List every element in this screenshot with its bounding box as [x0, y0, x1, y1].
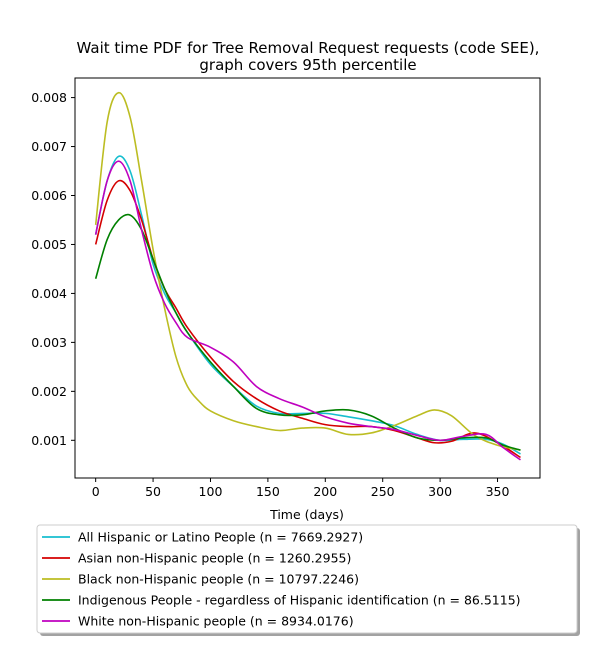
y-tick-label: 0.007	[31, 139, 67, 154]
y-tick-label: 0.005	[31, 237, 67, 252]
legend-label-1: All Hispanic or Latino People (n = 7669.…	[78, 530, 363, 545]
series-layer	[94, 91, 521, 461]
y-tick-label: 0.006	[31, 188, 67, 203]
x-tick-label: 100	[199, 484, 223, 499]
y-tick-label: 0.003	[31, 335, 67, 350]
x-axis-label: Time (days)	[269, 507, 344, 522]
y-tick-label: 0.002	[31, 384, 67, 399]
x-axis: 0 50 100 150 200 250 300 350	[92, 478, 510, 499]
y-tick-label: 0.004	[31, 286, 67, 301]
series-line-2	[94, 179, 521, 459]
legend-label-5: White non-Hispanic people (n = 8934.0176…	[78, 614, 354, 629]
legend: All Hispanic or Latino People (n = 7669.…	[36, 524, 580, 636]
plot-area-frame	[74, 77, 541, 479]
series-line-3	[94, 91, 521, 451]
x-tick-label: 50	[145, 484, 161, 499]
x-tick-label: 0	[92, 484, 100, 499]
x-tick-label: 350	[486, 484, 510, 499]
chart-title-line-1: Wait time PDF for Tree Removal Request r…	[77, 39, 540, 57]
x-tick-label: 200	[313, 484, 337, 499]
legend-label-3: Black non-Hispanic people (n = 10797.224…	[78, 572, 359, 587]
legend-label-4: Indigenous People - regardless of Hispan…	[78, 593, 521, 608]
x-tick-label: 250	[371, 484, 395, 499]
x-tick-label: 300	[428, 484, 452, 499]
legend-box	[36, 524, 578, 634]
y-tick-label: 0.008	[31, 90, 67, 105]
chart-title: Wait time PDF for Tree Removal Request r…	[77, 39, 540, 74]
y-tick-label: 0.001	[31, 433, 67, 448]
y-axis: 0.001 0.002 0.003 0.004 0.005 0.006 0.007 0.008	[31, 90, 75, 448]
series-line-5	[94, 160, 521, 461]
chart-title-line-2: graph covers 95th percentile	[199, 56, 416, 74]
x-tick-label: 150	[256, 484, 280, 499]
legend-label-2: Asian non-Hispanic people (n = 1260.2955…	[78, 551, 351, 566]
